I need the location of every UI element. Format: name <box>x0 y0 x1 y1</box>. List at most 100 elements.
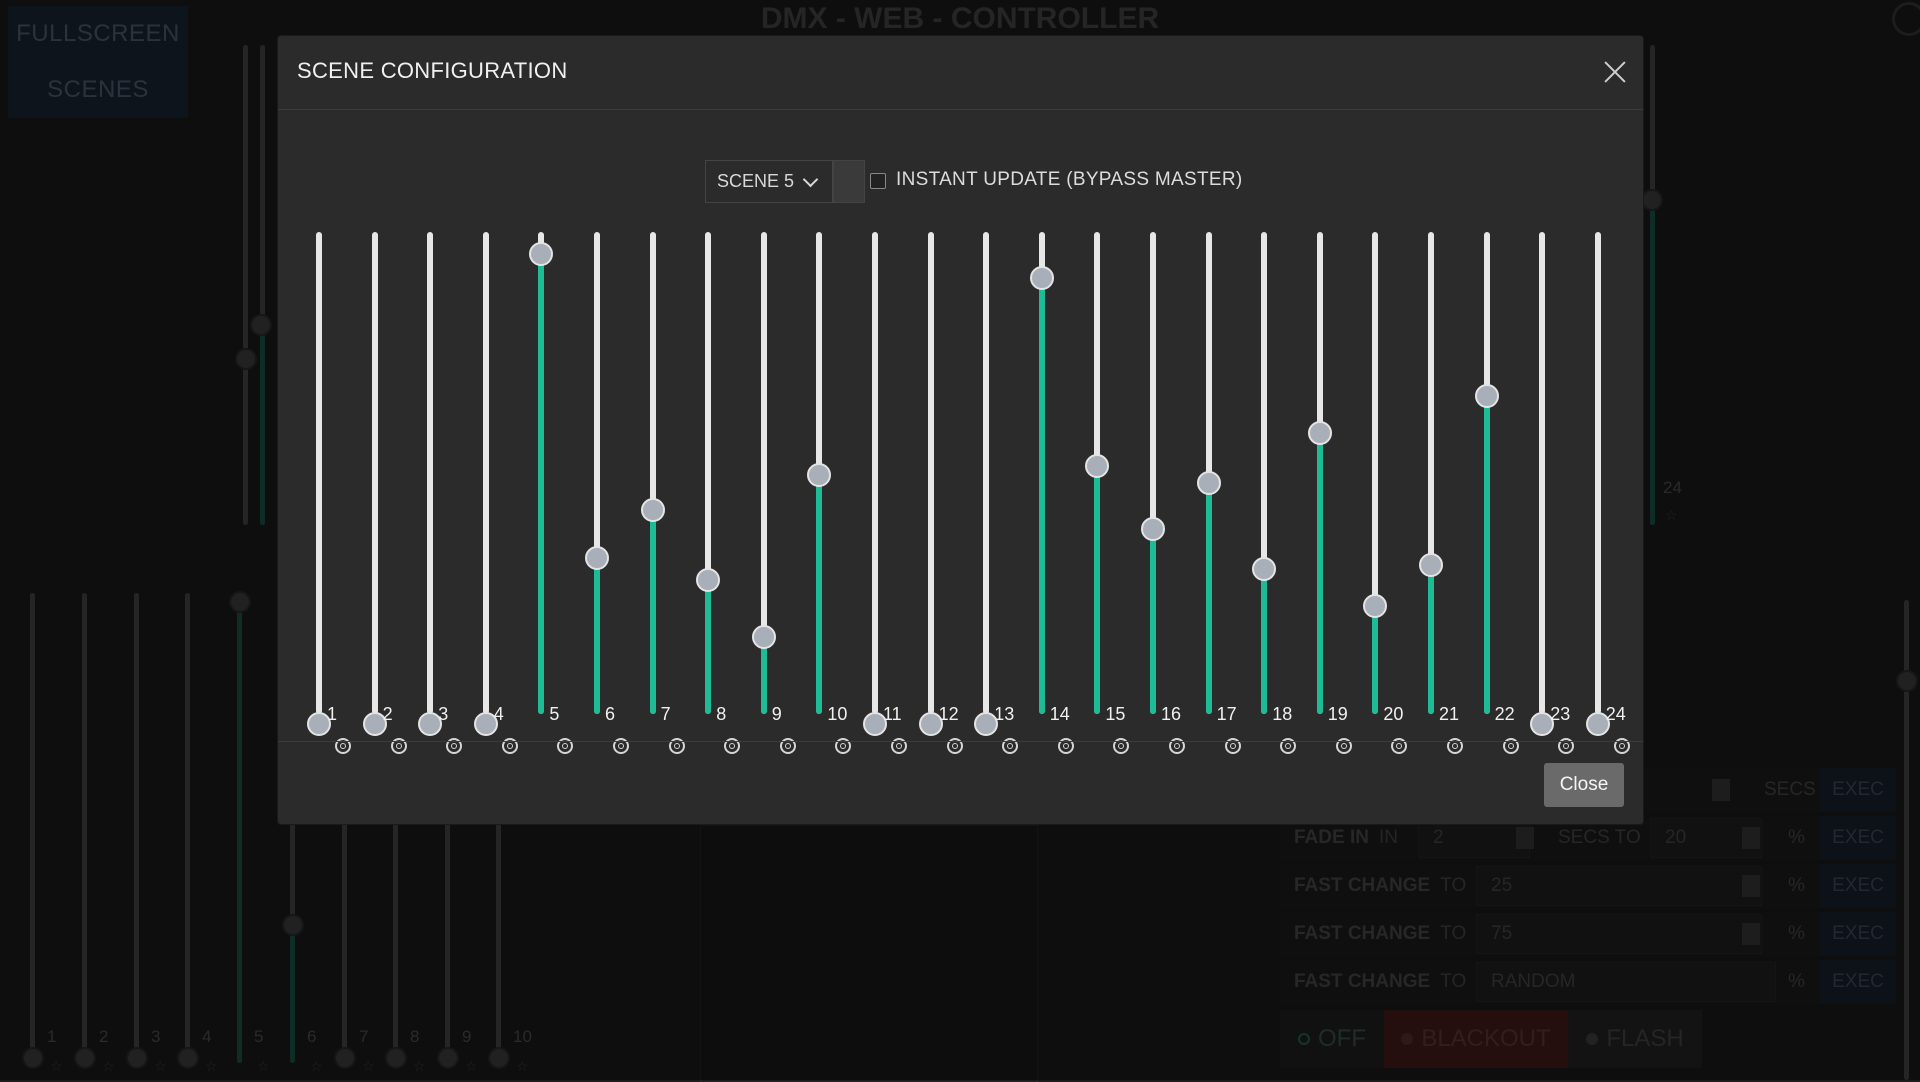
scene-select[interactable]: SCENE 5 <box>705 160 833 203</box>
channel-slider-2[interactable]: 2 <box>355 232 407 762</box>
slider-knob[interactable] <box>418 712 443 736</box>
channel-reset-icon[interactable] <box>946 738 963 754</box>
slider-track[interactable] <box>1261 232 1268 714</box>
slider-knob[interactable] <box>863 712 887 736</box>
channel-reset-icon[interactable] <box>835 738 852 754</box>
channel-reset-icon[interactable] <box>1169 738 1185 754</box>
channel-reset-icon[interactable] <box>668 738 685 754</box>
channel-reset-icon[interactable] <box>1447 738 1463 754</box>
channel-slider-10[interactable]: 10 <box>799 232 852 762</box>
channel-label: 10 <box>827 704 848 724</box>
slider-knob[interactable] <box>1585 712 1610 736</box>
channel-slider-3[interactable]: 3 <box>410 232 463 762</box>
slider-knob[interactable] <box>362 712 387 736</box>
channel-reset-icon[interactable] <box>1280 738 1297 754</box>
slider-knob[interactable] <box>1085 453 1110 478</box>
channel-slider-24[interactable]: 24 <box>1578 232 1630 762</box>
channel-reset-icon[interactable] <box>1391 738 1408 754</box>
channel-slider-4[interactable]: 4 <box>466 232 518 762</box>
slider-knob[interactable] <box>1419 553 1443 578</box>
channel-slider-16[interactable]: 16 <box>1133 232 1185 762</box>
channel-slider-20[interactable]: 20 <box>1355 232 1408 762</box>
slider-track[interactable] <box>983 232 990 714</box>
slider-knob[interactable] <box>1307 420 1332 445</box>
slider-track[interactable] <box>927 232 934 714</box>
slider-fill <box>760 635 767 714</box>
slider-knob[interactable] <box>974 712 999 736</box>
slider-knob[interactable] <box>1530 712 1555 736</box>
modal-header: SCENE CONFIGURATION <box>278 36 1643 110</box>
channel-reset-icon[interactable] <box>779 738 796 754</box>
channel-slider-19[interactable]: 19 <box>1300 232 1352 762</box>
slider-knob[interactable] <box>696 568 721 593</box>
channel-slider-13[interactable]: 13 <box>966 232 1019 762</box>
slider-knob[interactable] <box>1474 383 1499 408</box>
slider-track[interactable] <box>1428 232 1434 714</box>
slider-track[interactable] <box>316 232 322 714</box>
slider-knob[interactable] <box>529 242 554 266</box>
channel-slider-5[interactable]: 5 <box>521 232 574 762</box>
slider-fill <box>1094 463 1101 714</box>
slider-knob[interactable] <box>640 498 665 523</box>
slider-track[interactable] <box>1372 232 1379 714</box>
channel-slider-11[interactable]: 11 <box>855 232 907 762</box>
channel-reset-icon[interactable] <box>557 738 574 754</box>
channel-reset-icon[interactable] <box>891 738 907 754</box>
channel-slider-22[interactable]: 22 <box>1467 232 1519 762</box>
slider-track[interactable] <box>760 232 767 714</box>
slider-track[interactable] <box>872 232 878 714</box>
channel-reset-icon[interactable] <box>1057 738 1074 754</box>
channel-reset-icon[interactable] <box>1558 738 1575 754</box>
channel-reset-icon[interactable] <box>724 738 741 754</box>
slider-knob[interactable] <box>585 546 609 571</box>
channel-reset-icon[interactable] <box>390 738 407 754</box>
channel-reset-icon[interactable] <box>335 738 351 754</box>
channel-reset-icon[interactable] <box>1335 738 1352 754</box>
slider-knob[interactable] <box>473 712 498 736</box>
channel-reset-icon[interactable] <box>1113 738 1130 754</box>
slider-track[interactable] <box>427 232 434 714</box>
slider-track[interactable] <box>482 232 489 714</box>
slider-track[interactable] <box>1150 232 1156 714</box>
slider-knob[interactable] <box>1363 594 1388 619</box>
slider-knob[interactable] <box>307 712 331 736</box>
channel-reset-icon[interactable] <box>613 738 629 754</box>
channel-slider-17[interactable]: 17 <box>1189 232 1241 762</box>
channel-slider-14[interactable]: 14 <box>1022 232 1074 762</box>
instant-update-checkbox[interactable] <box>870 173 886 189</box>
channel-slider-15[interactable]: 15 <box>1077 232 1130 762</box>
channel-reset-icon[interactable] <box>1613 738 1630 754</box>
channel-slider-23[interactable]: 23 <box>1522 232 1575 762</box>
channel-reset-icon[interactable] <box>1002 738 1019 754</box>
slider-knob[interactable] <box>1141 516 1165 541</box>
channel-reset-icon[interactable] <box>1224 738 1241 754</box>
slider-knob[interactable] <box>918 712 943 736</box>
slider-knob[interactable] <box>1196 470 1221 495</box>
slider-track[interactable] <box>705 232 712 714</box>
channel-slider-8[interactable]: 8 <box>688 232 741 762</box>
channel-slider-6[interactable]: 6 <box>577 232 629 762</box>
slider-knob[interactable] <box>751 625 776 650</box>
slider-knob[interactable] <box>807 463 832 488</box>
slider-track[interactable] <box>594 232 600 714</box>
channel-reset-icon[interactable] <box>446 738 463 754</box>
channel-slider-21[interactable]: 21 <box>1411 232 1463 762</box>
channel-slider-18[interactable]: 18 <box>1244 232 1297 762</box>
slider-track[interactable] <box>371 232 378 714</box>
slider-track[interactable] <box>1594 232 1601 714</box>
close-button[interactable]: Close <box>1544 763 1624 807</box>
slider-fill <box>1038 275 1045 714</box>
channel-slider-12[interactable]: 12 <box>911 232 963 762</box>
channel-reset-icon[interactable] <box>1502 738 1519 754</box>
channel-slider-7[interactable]: 7 <box>633 232 685 762</box>
slider-track[interactable] <box>1539 232 1546 714</box>
channel-slider-9[interactable]: 9 <box>744 232 796 762</box>
scene-select-value: SCENE 5 <box>717 171 795 191</box>
slider-knob[interactable] <box>1252 557 1277 582</box>
channel-reset-icon[interactable] <box>501 738 518 754</box>
close-icon[interactable] <box>1601 58 1629 86</box>
slider-track[interactable] <box>649 232 656 714</box>
slider-knob[interactable] <box>1029 265 1054 290</box>
channel-slider-1[interactable]: 1 <box>299 232 351 762</box>
channel-label: 5 <box>549 704 560 724</box>
